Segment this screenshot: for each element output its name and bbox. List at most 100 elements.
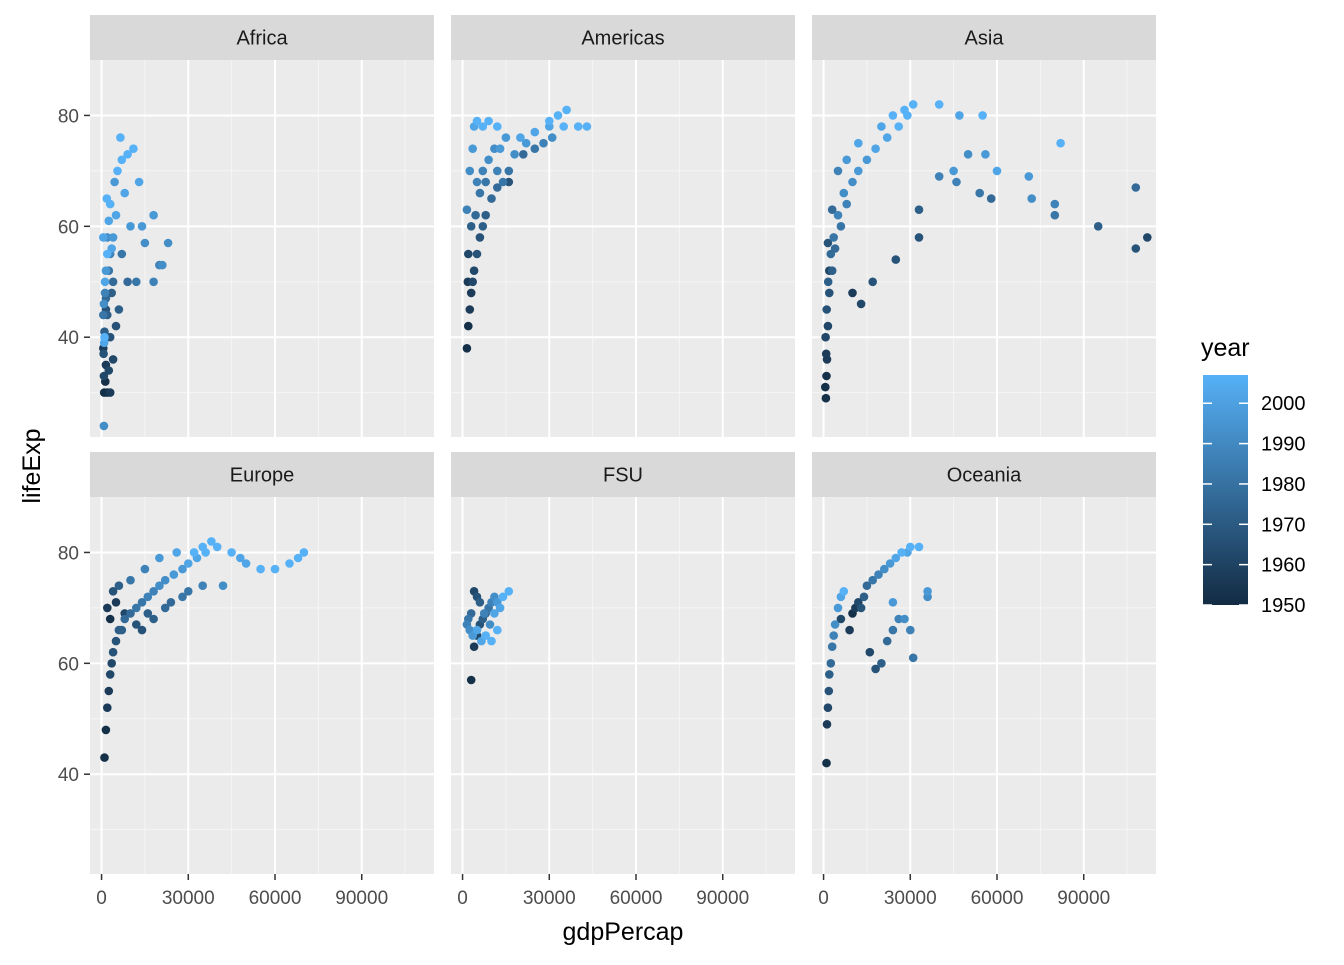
data-point: [126, 575, 135, 585]
data-point: [116, 133, 125, 142]
legend-title: year: [1201, 334, 1250, 362]
data-point: [822, 371, 831, 381]
facet-fsu: FSU: [451, 452, 795, 874]
data-point: [1050, 199, 1060, 209]
data-point: [108, 587, 118, 596]
data-point: [521, 138, 531, 148]
data-point: [510, 150, 519, 159]
data-point: [900, 105, 909, 115]
data-point: [464, 249, 473, 259]
data-point: [299, 548, 309, 557]
data-point: [143, 592, 153, 602]
data-point: [101, 266, 111, 276]
data-point: [836, 614, 846, 624]
data-point: [198, 581, 207, 590]
data-point: [99, 371, 109, 381]
data-point: [105, 670, 115, 679]
data-point: [854, 138, 863, 148]
facet-label: Oceania: [947, 465, 1022, 487]
data-point: [478, 222, 488, 231]
data-point: [877, 122, 886, 131]
data-point: [880, 564, 889, 574]
data-point: [99, 349, 108, 359]
legend-tick-label: 1970: [1261, 514, 1306, 536]
data-point: [464, 321, 473, 331]
data-point: [825, 288, 834, 298]
data-point: [149, 614, 158, 624]
data-point: [111, 321, 121, 331]
facet-americas: Americas: [451, 15, 795, 437]
facet-panels: Africa Americas Asia Europe FSU Oceania: [90, 15, 1156, 874]
data-point: [478, 166, 488, 176]
data-point: [562, 105, 571, 115]
data-point: [104, 216, 114, 226]
data-point: [100, 753, 109, 762]
data-point: [848, 177, 857, 187]
legend-tick-label: 1960: [1261, 555, 1306, 577]
x-tick-label: 30000: [884, 888, 937, 909]
data-point: [140, 238, 150, 248]
data-point: [978, 111, 987, 120]
data-point: [478, 122, 488, 131]
data-point: [839, 188, 849, 198]
data-point: [481, 177, 491, 187]
data-point: [108, 647, 118, 657]
data-point: [468, 277, 478, 287]
facet-label: Africa: [236, 28, 288, 50]
legend-tick-label: 1990: [1261, 434, 1306, 456]
data-point: [885, 559, 895, 568]
data-point: [914, 233, 924, 242]
data-point: [487, 194, 496, 203]
data-point: [108, 355, 118, 364]
data-point: [493, 166, 502, 176]
data-point: [120, 614, 129, 624]
data-point: [1056, 138, 1065, 148]
data-point: [172, 548, 181, 557]
data-point: [184, 587, 193, 596]
x-tick-label: 30000: [162, 888, 215, 909]
data-point: [100, 277, 110, 287]
data-point: [856, 299, 866, 309]
data-point: [821, 332, 830, 342]
data-point: [829, 233, 838, 242]
data-point: [490, 609, 499, 618]
data-point: [140, 564, 150, 574]
data-point: [821, 382, 830, 392]
data-point: [160, 603, 170, 613]
data-point: [108, 233, 118, 242]
data-point: [498, 592, 508, 602]
data-point: [481, 631, 491, 640]
facet-strip: [812, 15, 1156, 60]
data-point: [189, 548, 199, 557]
data-point: [472, 625, 482, 635]
data-point: [871, 144, 880, 153]
data-point: [471, 210, 480, 220]
data-point: [466, 288, 476, 298]
data-point: [166, 598, 176, 607]
data-point: [169, 570, 179, 579]
data-point: [934, 100, 944, 109]
data-point: [123, 150, 132, 159]
data-point: [1131, 244, 1141, 253]
data-point: [891, 553, 901, 563]
data-point: [132, 277, 141, 287]
data-point: [466, 675, 476, 685]
facet-strip: [451, 452, 795, 497]
data-point: [143, 609, 153, 618]
data-point: [829, 631, 838, 640]
data-point: [134, 177, 144, 187]
x-axis-title: gdpPercap: [563, 918, 684, 946]
facet-oceania: Oceania: [812, 452, 1156, 874]
data-point: [877, 659, 886, 668]
data-point: [110, 177, 119, 187]
data-point: [117, 155, 127, 165]
data-point: [107, 288, 116, 298]
data-point: [207, 537, 216, 546]
data-point: [824, 686, 834, 696]
facet-strip: [90, 15, 434, 60]
panel-background: [451, 60, 795, 437]
data-point: [821, 349, 831, 359]
data-point: [519, 150, 528, 159]
facet-asia: Asia: [812, 15, 1156, 437]
data-point: [293, 553, 303, 563]
